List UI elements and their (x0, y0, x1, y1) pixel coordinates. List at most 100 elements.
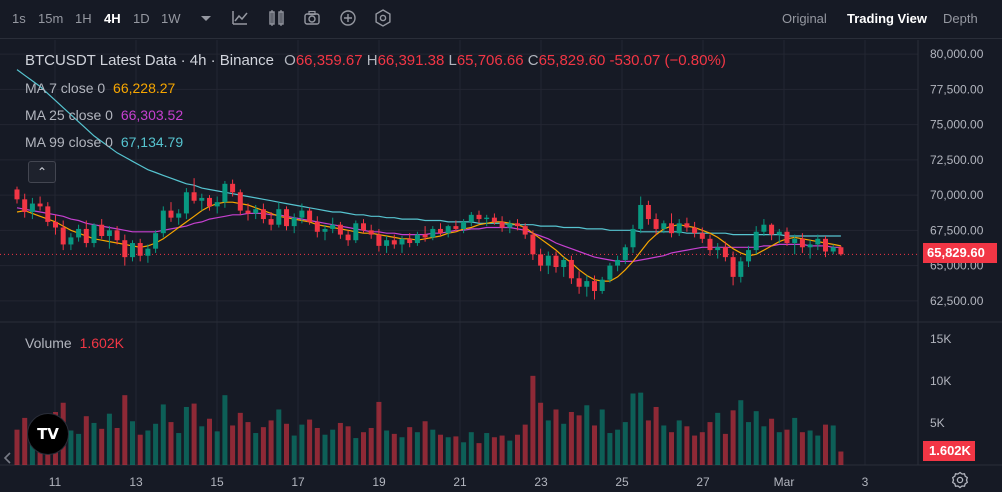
time-axis-label: 15 (210, 475, 224, 489)
volume-bar (299, 424, 305, 465)
volume-bar (214, 431, 220, 465)
tab-depth[interactable]: Depth (943, 11, 978, 26)
price-axis-label: 62,500.00 (930, 294, 984, 308)
timeframe-1d[interactable]: 1D (133, 11, 150, 26)
chevron-left-icon[interactable] (2, 451, 12, 465)
volume-bar (438, 434, 443, 465)
timeframe-4h[interactable]: 4H (104, 11, 121, 26)
candle-body (322, 228, 328, 232)
candle-body (91, 224, 97, 244)
time-axis-label: 27 (696, 475, 710, 489)
low-value: 65,706.66 (456, 52, 524, 69)
candle-body (407, 238, 413, 244)
collapse-legend-button[interactable]: ⌃ (28, 161, 56, 183)
ma7-label: MA 7 close 0 (25, 80, 106, 96)
timeframe-1w[interactable]: 1W (161, 11, 181, 26)
tab-trading-view[interactable]: Trading View (847, 11, 927, 26)
candle-body (83, 228, 89, 244)
volume-bars (14, 375, 844, 465)
volume-bar (91, 422, 97, 465)
candle-body (692, 227, 698, 234)
volume-bar (776, 432, 782, 465)
gear-icon[interactable] (950, 470, 970, 490)
candle-body (592, 281, 597, 291)
candle-body (476, 214, 482, 220)
screenshot-icon[interactable] (302, 8, 322, 28)
volume-bar (199, 426, 205, 465)
candle-body (130, 243, 135, 258)
candle-body (568, 259, 574, 279)
candle-body (353, 223, 359, 241)
price-axis-label: 77,500.00 (930, 82, 984, 96)
volume-bar (276, 409, 282, 465)
candle-body (14, 189, 20, 200)
candle-body (784, 231, 790, 244)
time-axis-label: 21 (453, 475, 467, 489)
settings-icon[interactable] (373, 8, 393, 28)
candle-body (576, 278, 582, 287)
ma25-line (16, 207, 841, 262)
candle-body (122, 240, 128, 258)
volume-bar (461, 442, 467, 465)
candle-body (68, 237, 74, 245)
volume-bar (715, 412, 721, 465)
volume-bar (353, 438, 359, 465)
volume-bar (499, 435, 505, 465)
candle-body (345, 234, 351, 241)
candle-body (599, 279, 605, 291)
volume-bar (684, 426, 690, 465)
candle-body (630, 228, 636, 248)
timeframe-1h[interactable]: 1H (75, 11, 92, 26)
volume-bar (322, 434, 328, 465)
candle-body (823, 238, 828, 252)
ma25-label: MA 25 close 0 (25, 107, 113, 123)
candle-body (422, 234, 428, 238)
volume-bar (361, 432, 366, 465)
candle-body (137, 243, 143, 256)
candle-body (753, 231, 759, 251)
candle-body (361, 223, 366, 231)
price-axis-label: 70,000.00 (930, 188, 984, 202)
candle-body (384, 240, 390, 246)
volume-bar (746, 422, 751, 465)
volume-bar (114, 427, 120, 465)
candle-body (106, 230, 112, 236)
volume-bar (384, 430, 390, 465)
candle-body (307, 210, 313, 222)
dropdown-icon[interactable] (196, 8, 216, 28)
volume-bar (145, 430, 151, 465)
time-axis-label: 17 (291, 475, 305, 489)
candle-body (22, 199, 28, 213)
volume-bar (538, 402, 544, 465)
open-value: 66,359.67 (295, 52, 363, 69)
volume-bar (622, 422, 628, 465)
candle-body (746, 250, 751, 262)
volume-bar (553, 409, 559, 465)
volume-bar (76, 433, 82, 465)
volume-bar (468, 432, 474, 465)
volume-bar (106, 413, 112, 465)
price-axis-label: 67,500.00 (930, 223, 984, 237)
candle-body (799, 238, 805, 248)
volume-bar (222, 395, 228, 465)
volume-bar (422, 421, 428, 465)
timeframe-15m[interactable]: 15m (38, 11, 64, 26)
volume-bar (391, 433, 397, 465)
candle-body (260, 209, 266, 220)
candle-body (776, 231, 782, 235)
candle-body (60, 227, 66, 245)
timeframe-1s[interactable]: 1s (12, 11, 26, 26)
candle-body (214, 202, 220, 207)
add-icon[interactable] (338, 8, 358, 28)
volume-bar (83, 416, 89, 465)
volume-bar (661, 425, 667, 465)
tab-original[interactable]: Original (782, 11, 827, 26)
volume-bar (453, 436, 459, 465)
candle-body (707, 238, 713, 251)
time-axis-label: 11 (49, 475, 62, 489)
indicators-icon[interactable] (230, 8, 250, 28)
templates-icon[interactable] (267, 8, 287, 28)
tradingview-logo[interactable]: TV (27, 413, 69, 455)
symbol-legend: BTCUSDT Latest Data · 4h · Binance O66,3… (25, 52, 726, 69)
